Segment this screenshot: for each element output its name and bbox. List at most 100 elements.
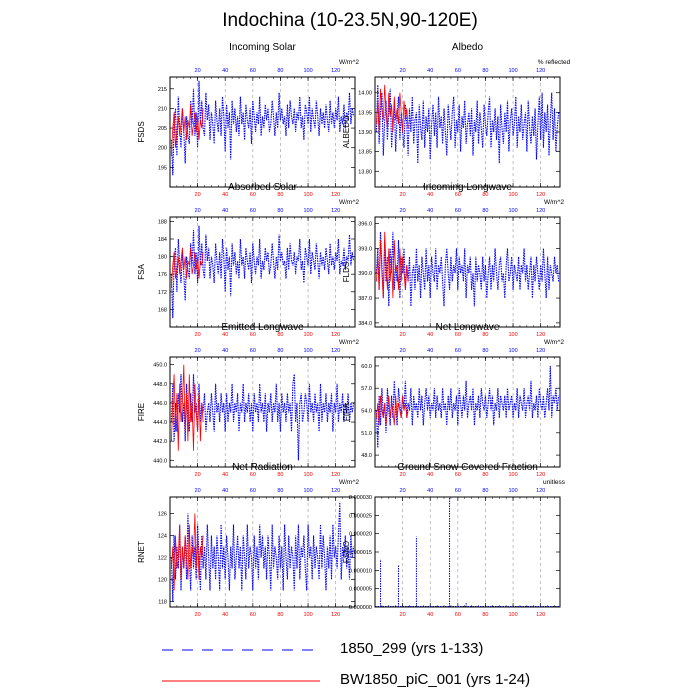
y-tick-label: 122	[158, 556, 167, 562]
series-line-a	[170, 80, 355, 176]
top-tick-label: 20	[195, 68, 201, 74]
y-tick-label: 210	[158, 106, 167, 112]
bottom-tick-label: 100	[303, 612, 312, 618]
plot-frame	[374, 356, 561, 468]
top-tick-label: 120	[536, 488, 545, 494]
y-tick-label: 215	[158, 87, 167, 93]
plot-frame	[169, 76, 356, 188]
top-tick-label: 20	[195, 348, 201, 354]
y-tick-label: 118	[158, 600, 167, 606]
panel-8: Ground Snow Covered Fraction unitless FSNO…	[342, 462, 566, 618]
top-tick-label: 120	[331, 68, 340, 74]
bottom-tick-label: 60	[250, 332, 256, 338]
bottom-tick-label: 100	[303, 192, 312, 198]
bottom-tick-label: 80	[482, 612, 488, 618]
bottom-tick-label: 60	[455, 472, 461, 478]
series-line-b	[171, 513, 204, 591]
y-tick-label: 205	[158, 126, 167, 132]
y-tick-label: 387.0	[358, 296, 372, 302]
y-tick-label: 384.0	[358, 321, 372, 327]
top-tick-label: 80	[277, 348, 283, 354]
top-tick-label: 80	[482, 488, 488, 494]
bottom-tick-label: 80	[277, 612, 283, 618]
top-tick-label: 60	[455, 68, 461, 74]
top-tick-label: 120	[331, 488, 340, 494]
y-tick-label: 0.000025	[349, 513, 372, 519]
top-tick-label: 120	[536, 68, 545, 74]
panel-ylabel: FIRE	[137, 403, 146, 421]
main-title: Indochina (10-23.5N,90-120E)	[222, 10, 478, 31]
panel-3: Absorbed Solar W/m^2 FSA 20 40 60 80 100 120 20 40…	[137, 182, 359, 338]
bottom-tick-label: 40	[222, 472, 228, 478]
top-tick-label: 60	[250, 488, 256, 494]
bottom-tick-label: 80	[277, 472, 283, 478]
top-tick-label: 20	[400, 348, 406, 354]
bottom-tick-label: 20	[400, 612, 406, 618]
y-tick-label: 0.000000	[349, 605, 372, 611]
top-tick-label: 20	[195, 488, 201, 494]
y-tick-label: 126	[158, 512, 167, 518]
top-tick-label: 100	[303, 348, 312, 354]
plot-frame	[169, 216, 356, 328]
y-tick-label: 393.0	[358, 246, 372, 252]
top-tick-label: 40	[222, 68, 228, 74]
bottom-tick-label: 80	[482, 332, 488, 338]
panel-ylabel: FLDS	[342, 262, 351, 282]
bottom-tick-label: 120	[536, 192, 545, 198]
bottom-tick-label: 120	[331, 472, 340, 478]
panel-2: Albedo % reflected ALBEDO 20 40 60 80 100 120 20 4…	[342, 42, 571, 198]
bottom-tick-label: 60	[250, 472, 256, 478]
top-tick-label: 80	[482, 68, 488, 74]
top-tick-label: 60	[455, 348, 461, 354]
top-tick-label: 40	[222, 488, 228, 494]
top-tick-label: 20	[400, 208, 406, 214]
series-group	[170, 502, 355, 602]
panel-title: Incoming Longwave	[423, 182, 512, 193]
y-tick-label: 13.80	[358, 169, 372, 175]
bottom-tick-label: 100	[508, 332, 517, 338]
panel-units: W/m^2	[339, 479, 359, 486]
top-tick-label: 120	[536, 208, 545, 214]
bottom-tick-label: 120	[536, 472, 545, 478]
top-tick-label: 40	[427, 488, 433, 494]
y-tick-label: 0.000030	[349, 495, 372, 501]
top-tick-label: 100	[508, 348, 517, 354]
y-tick-label: 51.0	[361, 431, 372, 437]
bottom-tick-label: 20	[195, 472, 201, 478]
plot-frame	[374, 76, 561, 188]
bottom-tick-label: 40	[427, 472, 433, 478]
panel-ylabel: FSDS	[137, 121, 146, 142]
top-tick-label: 20	[400, 488, 406, 494]
series-line-b	[376, 231, 409, 299]
top-tick-label: 60	[250, 348, 256, 354]
panel-ylabel: RNET	[137, 541, 146, 563]
y-tick-label: 120	[158, 578, 167, 584]
series-line-b	[171, 364, 204, 451]
y-tick-label: 124	[158, 534, 167, 540]
y-tick-label: 48.0	[361, 453, 372, 459]
panel-ylabel: FSA	[137, 264, 146, 280]
y-tick-label: 448.0	[153, 382, 167, 388]
y-tick-label: 390.0	[358, 271, 372, 277]
series-group	[375, 365, 560, 448]
top-tick-label: 80	[277, 68, 283, 74]
top-tick-label: 60	[250, 68, 256, 74]
panel-ylabel: FSNO	[342, 541, 351, 563]
bottom-tick-label: 100	[508, 612, 517, 618]
series-line-b	[376, 84, 409, 133]
top-tick-label: 80	[482, 348, 488, 354]
panel-units: % reflected	[538, 59, 571, 66]
top-tick-label: 80	[482, 208, 488, 214]
panel-7: Net Radiation W/m^2 RNET 20 40 60 80 100 120 20 40…	[137, 462, 359, 618]
y-tick-label: 54.0	[361, 409, 372, 415]
y-tick-label: 180	[158, 255, 167, 261]
top-tick-label: 40	[427, 208, 433, 214]
top-tick-label: 120	[536, 348, 545, 354]
bottom-tick-label: 60	[250, 192, 256, 198]
bottom-tick-label: 40	[427, 332, 433, 338]
y-tick-label: 60.0	[361, 364, 372, 370]
y-tick-label: 200	[158, 146, 167, 152]
y-tick-label: 13.90	[358, 130, 372, 136]
y-tick-label: 172	[158, 290, 167, 296]
bottom-tick-label: 40	[427, 192, 433, 198]
